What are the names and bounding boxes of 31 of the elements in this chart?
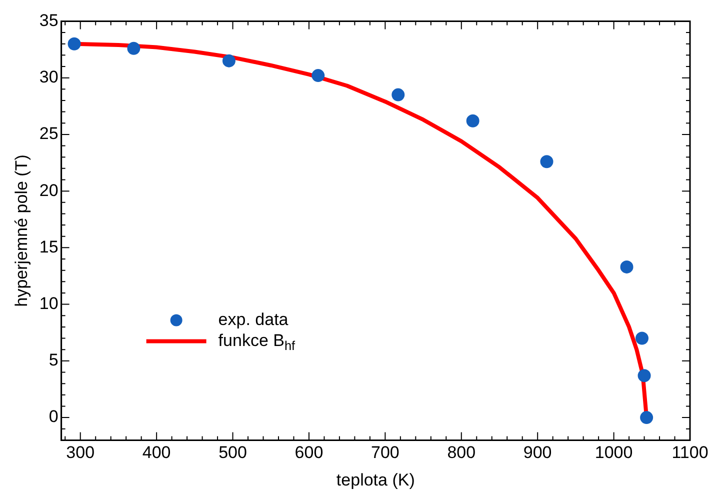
x-tick-label: 1100 — [672, 443, 708, 462]
point — [222, 54, 236, 68]
point — [640, 411, 654, 424]
x-tick-label: 400 — [142, 443, 171, 462]
x-tick-label: 700 — [370, 443, 400, 462]
y-tick-label: 15 — [39, 237, 58, 256]
point — [68, 37, 81, 50]
legend-label: exp. data — [218, 310, 289, 329]
y-tick-label: 10 — [39, 294, 58, 313]
y-tick-label: 5 — [48, 350, 58, 370]
point — [540, 155, 554, 168]
point — [312, 69, 325, 82]
x-axis-title: teplota (K) — [336, 470, 415, 490]
y-tick-label: 0 — [48, 407, 58, 426]
x-tick-label: 800 — [447, 443, 476, 462]
point — [392, 88, 405, 102]
point — [638, 369, 651, 382]
x-tick-label: 1000 — [594, 443, 633, 462]
y-tick-label: 30 — [39, 68, 58, 87]
point — [620, 260, 634, 274]
point — [635, 332, 648, 345]
x-tick-label: 900 — [523, 443, 552, 462]
x-tick-label: 300 — [66, 443, 95, 462]
y-tick-label: 20 — [39, 180, 58, 200]
x-tick-label: 600 — [294, 443, 324, 462]
y-axis-title: hyperjemné pole (T) — [12, 154, 31, 307]
point — [127, 42, 140, 55]
point — [466, 114, 480, 128]
y-tick-label: 35 — [39, 10, 58, 30]
y-tick-label: 25 — [39, 124, 58, 144]
x-tick-label: 500 — [218, 443, 247, 462]
